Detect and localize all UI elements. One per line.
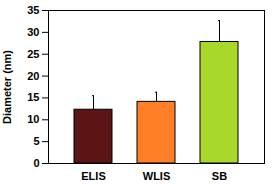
svg-text:30: 30	[27, 26, 39, 38]
svg-text:10: 10	[27, 113, 39, 125]
svg-text:25: 25	[27, 48, 39, 60]
svg-text:35: 35	[27, 4, 39, 16]
svg-text:15: 15	[27, 91, 39, 103]
svg-text:20: 20	[27, 70, 39, 82]
svg-text:SB: SB	[212, 170, 227, 182]
svg-text:0: 0	[33, 157, 39, 169]
svg-text:Diameter (nm): Diameter (nm)	[1, 50, 13, 124]
svg-text:5: 5	[33, 135, 39, 147]
svg-text:WLIS: WLIS	[143, 170, 171, 182]
svg-text:ELIS: ELIS	[81, 170, 105, 182]
